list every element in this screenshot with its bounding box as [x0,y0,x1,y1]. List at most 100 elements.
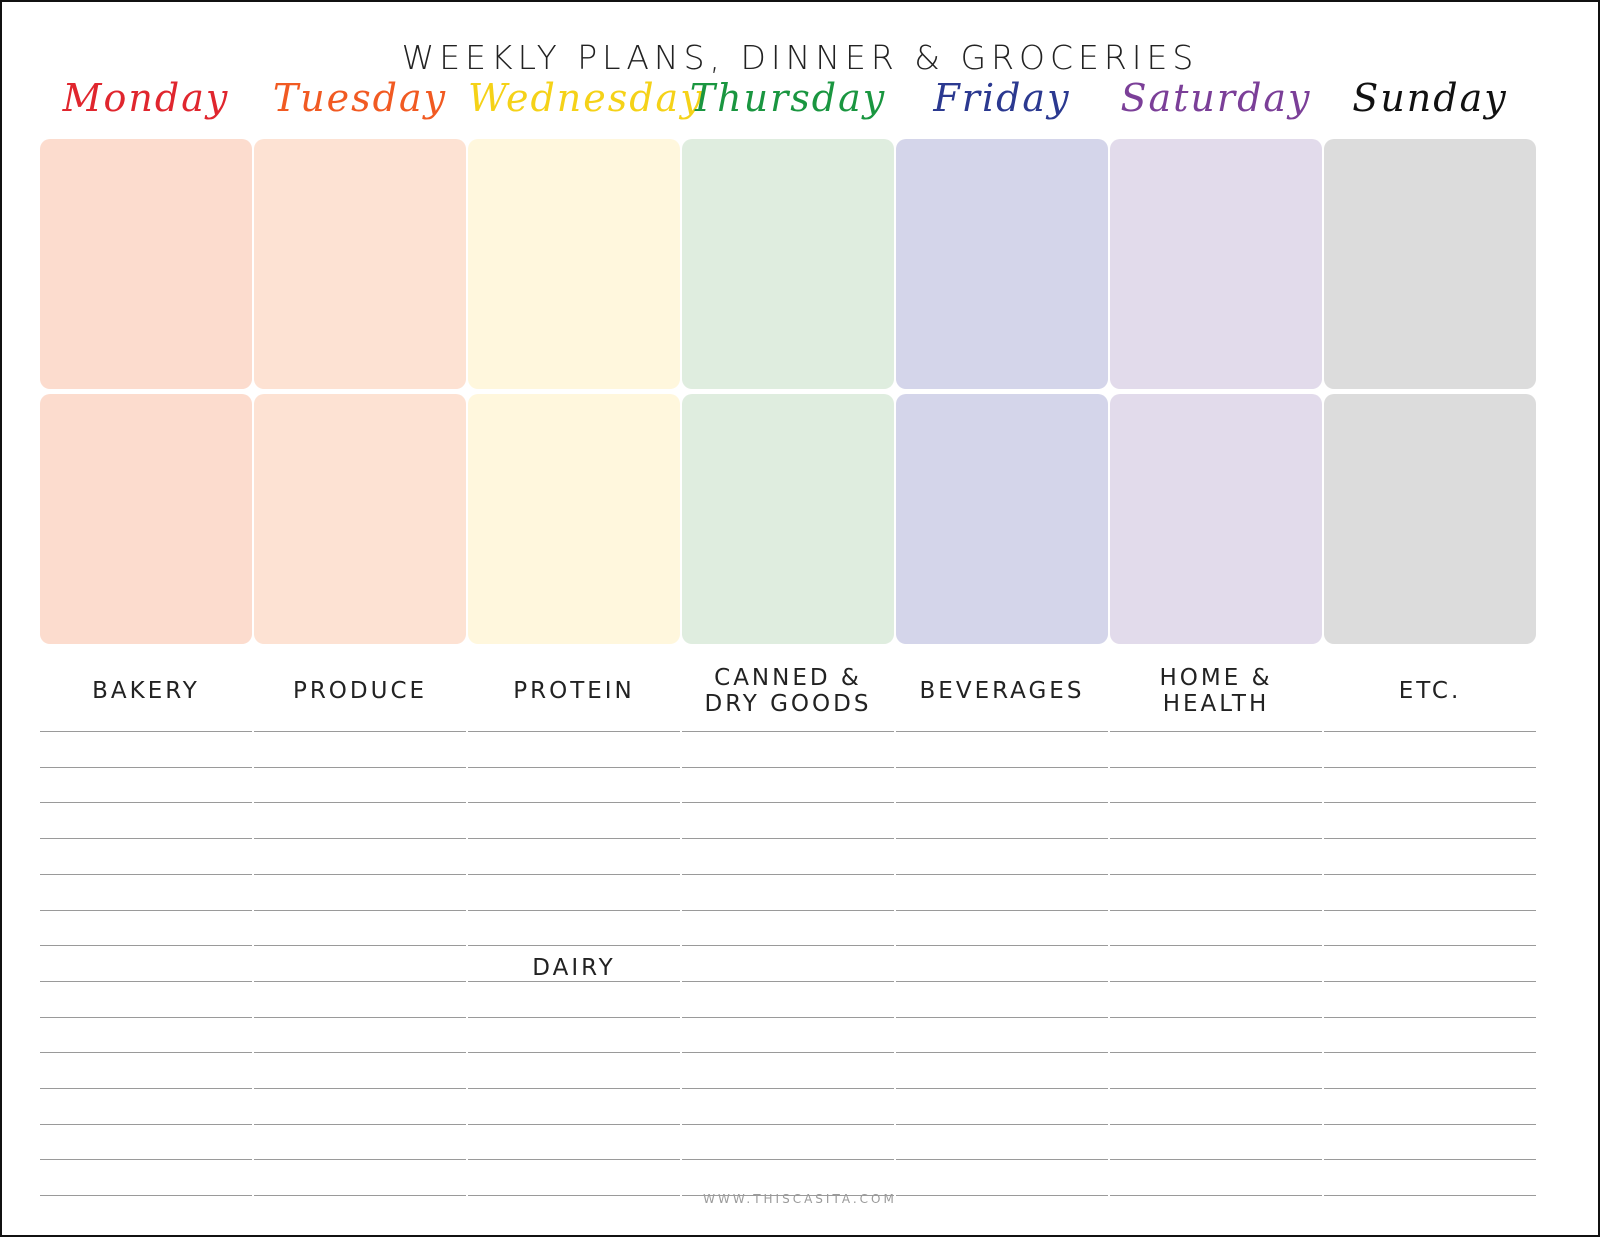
grocery-line[interactable] [254,909,466,911]
grocery-line[interactable] [896,731,1108,732]
grocery-line[interactable] [254,1016,466,1018]
grocery-line[interactable] [468,1016,680,1018]
grocery-line[interactable] [40,766,252,768]
grocery-line[interactable] [682,909,894,911]
tuesday-notes-box[interactable] [254,394,466,644]
grocery-line[interactable] [254,766,466,768]
grocery-line[interactable] [40,731,252,732]
grocery-line[interactable] [682,1016,894,1018]
grocery-line[interactable] [40,802,252,804]
friday-notes-box[interactable] [896,394,1108,644]
grocery-line[interactable] [682,980,894,982]
grocery-line[interactable] [1324,980,1536,982]
grocery-line[interactable] [896,1088,1108,1089]
grocery-line[interactable] [40,1195,252,1197]
grocery-line[interactable] [254,1052,466,1054]
grocery-line[interactable] [1324,1052,1536,1054]
grocery-line[interactable] [1110,873,1322,875]
grocery-line[interactable] [682,1195,894,1197]
grocery-line[interactable] [1110,945,1322,947]
grocery-line[interactable] [1110,1088,1322,1089]
friday-dinner-box[interactable] [896,139,1108,389]
grocery-line[interactable] [1110,838,1322,840]
grocery-line[interactable] [896,1195,1108,1197]
grocery-line[interactable] [468,838,680,840]
grocery-line[interactable] [682,1159,894,1161]
grocery-line[interactable] [896,1159,1108,1161]
grocery-line[interactable] [896,909,1108,911]
grocery-line[interactable] [896,945,1108,947]
grocery-line[interactable] [468,1123,680,1125]
grocery-line[interactable] [40,945,252,947]
grocery-line[interactable] [254,1123,466,1125]
grocery-line[interactable] [468,873,680,875]
grocery-line[interactable] [682,838,894,840]
grocery-line[interactable] [1110,1052,1322,1054]
grocery-line[interactable] [896,873,1108,875]
grocery-line[interactable] [682,766,894,768]
grocery-line[interactable] [1110,980,1322,982]
saturday-notes-box[interactable] [1110,394,1322,644]
grocery-line[interactable] [682,1052,894,1054]
grocery-line[interactable] [682,873,894,875]
grocery-line[interactable] [896,1016,1108,1018]
grocery-line[interactable] [1110,1016,1322,1018]
grocery-line[interactable] [468,980,680,982]
grocery-line[interactable] [1324,1016,1536,1018]
grocery-line[interactable] [896,1123,1108,1125]
grocery-line[interactable] [1324,873,1536,875]
grocery-line[interactable] [1324,1159,1536,1161]
grocery-line[interactable] [682,945,894,947]
thursday-notes-box[interactable] [682,394,894,644]
grocery-line[interactable] [468,766,680,768]
grocery-line[interactable] [254,1195,466,1197]
grocery-line[interactable] [254,1159,466,1161]
tuesday-dinner-box[interactable] [254,139,466,389]
grocery-line[interactable] [40,838,252,840]
grocery-line[interactable] [682,731,894,732]
grocery-line[interactable] [896,1052,1108,1054]
grocery-line[interactable] [40,1016,252,1018]
wednesday-dinner-box[interactable] [468,139,680,389]
grocery-line[interactable] [1324,802,1536,804]
grocery-line[interactable] [254,945,466,947]
grocery-line[interactable] [682,1088,894,1089]
grocery-line[interactable] [40,1052,252,1054]
grocery-line[interactable] [1110,802,1322,804]
grocery-line[interactable] [40,1159,252,1161]
grocery-line[interactable] [896,838,1108,840]
monday-dinner-box[interactable] [40,139,252,389]
grocery-line[interactable] [1110,1195,1322,1197]
grocery-line[interactable] [682,802,894,804]
grocery-line[interactable] [468,1052,680,1054]
grocery-line[interactable] [468,1195,680,1197]
grocery-line[interactable] [40,1088,252,1089]
grocery-line[interactable] [468,731,680,732]
grocery-line[interactable] [254,731,466,732]
grocery-line[interactable] [40,909,252,911]
saturday-dinner-box[interactable] [1110,139,1322,389]
monday-notes-box[interactable] [40,394,252,644]
grocery-line[interactable] [468,945,680,947]
grocery-line[interactable] [1324,731,1536,732]
grocery-line[interactable] [1324,838,1536,840]
grocery-line[interactable] [1324,1123,1536,1125]
grocery-line[interactable] [40,873,252,875]
wednesday-notes-box[interactable] [468,394,680,644]
grocery-line[interactable] [254,838,466,840]
grocery-line[interactable] [1324,1088,1536,1089]
sunday-notes-box[interactable] [1324,394,1536,644]
grocery-line[interactable] [1110,766,1322,768]
grocery-line[interactable] [254,980,466,982]
grocery-line[interactable] [1110,1123,1322,1125]
thursday-dinner-box[interactable] [682,139,894,389]
grocery-line[interactable] [1324,909,1536,911]
grocery-line[interactable] [254,1088,466,1089]
grocery-line[interactable] [1324,945,1536,947]
grocery-line[interactable] [1110,909,1322,911]
grocery-line[interactable] [896,980,1108,982]
grocery-line[interactable] [468,909,680,911]
grocery-line[interactable] [1110,731,1322,732]
grocery-line[interactable] [40,1123,252,1125]
sunday-dinner-box[interactable] [1324,139,1536,389]
